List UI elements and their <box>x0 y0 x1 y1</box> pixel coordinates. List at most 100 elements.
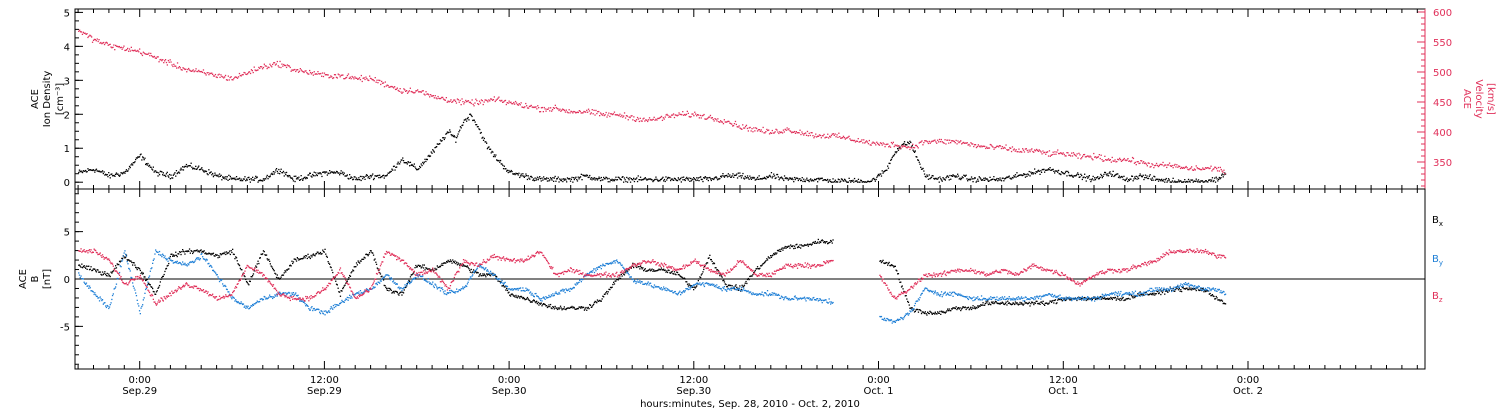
data-point <box>120 260 122 262</box>
data-point <box>131 277 133 279</box>
data-point <box>1030 171 1032 173</box>
data-point <box>1209 179 1211 181</box>
data-point <box>607 114 609 116</box>
data-point <box>85 267 87 269</box>
data-point <box>295 178 298 180</box>
data-point <box>1172 177 1174 179</box>
data-point <box>599 180 602 182</box>
data-point <box>408 90 410 92</box>
data-point <box>147 53 149 55</box>
data-point <box>726 121 728 123</box>
data-point <box>305 303 308 306</box>
data-point <box>253 303 255 305</box>
data-point <box>934 178 936 180</box>
data-point <box>550 307 552 309</box>
data-point <box>752 177 754 179</box>
data-point <box>280 293 282 295</box>
data-point <box>680 113 682 116</box>
data-point <box>434 95 436 97</box>
data-point <box>158 284 161 287</box>
data-point <box>417 168 419 171</box>
data-point <box>321 75 323 77</box>
data-point <box>133 287 135 289</box>
data-point <box>94 38 96 41</box>
data-point <box>1136 178 1138 180</box>
data-point <box>916 308 918 310</box>
data-point <box>225 288 228 290</box>
data-point <box>114 175 116 177</box>
data-point <box>395 166 397 168</box>
data-point <box>880 261 883 264</box>
data-point <box>890 141 893 144</box>
data-point <box>369 177 371 180</box>
data-point <box>205 170 208 173</box>
data-point <box>1023 151 1026 153</box>
data-point <box>362 293 364 295</box>
data-point <box>123 171 125 173</box>
data-point <box>1038 149 1040 151</box>
data-point <box>109 304 111 306</box>
data-point <box>245 180 247 182</box>
data-point <box>1154 165 1156 167</box>
data-point <box>612 113 615 115</box>
data-point <box>961 176 963 178</box>
data-point <box>422 278 425 280</box>
data-point <box>733 288 736 290</box>
data-point <box>1172 167 1174 169</box>
data-point <box>199 168 201 171</box>
data-point <box>661 268 663 271</box>
data-point <box>348 297 350 299</box>
data-point <box>1108 172 1110 174</box>
data-point <box>468 101 471 104</box>
data-point <box>207 263 209 265</box>
data-point <box>404 89 406 91</box>
data-point <box>960 178 962 181</box>
data-point <box>285 271 287 273</box>
data-point <box>272 269 275 271</box>
data-point <box>469 101 471 103</box>
data-point <box>207 253 209 255</box>
data-point <box>730 287 733 289</box>
data-point <box>592 270 594 272</box>
data-point <box>109 43 111 45</box>
data-point <box>1184 288 1186 290</box>
data-point <box>217 257 219 259</box>
data-point <box>637 266 639 268</box>
data-point <box>1119 299 1121 302</box>
data-point <box>992 301 994 303</box>
data-point <box>1153 292 1155 294</box>
data-point <box>233 253 235 256</box>
data-point <box>889 162 891 165</box>
data-point <box>539 111 542 113</box>
data-point <box>556 308 559 311</box>
data-point <box>655 176 657 178</box>
data-point <box>1010 147 1012 149</box>
data-point <box>716 179 719 181</box>
top-left-tick-label: 4 <box>64 42 70 53</box>
data-point <box>160 58 162 61</box>
data-point <box>442 264 444 266</box>
data-point <box>320 310 322 312</box>
data-point <box>322 249 324 251</box>
data-point <box>535 179 537 181</box>
data-point <box>124 250 126 252</box>
data-point <box>454 99 456 101</box>
data-point <box>348 277 350 279</box>
data-point <box>225 253 227 256</box>
data-point <box>1059 173 1061 175</box>
data-point <box>277 292 279 294</box>
data-point <box>1097 176 1099 178</box>
data-point <box>338 172 340 174</box>
data-point <box>1054 299 1056 302</box>
data-point <box>499 282 502 284</box>
data-point <box>891 143 894 145</box>
data-point <box>617 114 619 116</box>
data-point <box>1158 164 1160 167</box>
data-point <box>934 313 936 315</box>
data-point <box>222 177 225 179</box>
data-point <box>591 271 593 273</box>
data-point <box>266 298 268 300</box>
data-point <box>559 178 561 180</box>
data-point <box>553 295 555 297</box>
data-point <box>364 78 366 81</box>
